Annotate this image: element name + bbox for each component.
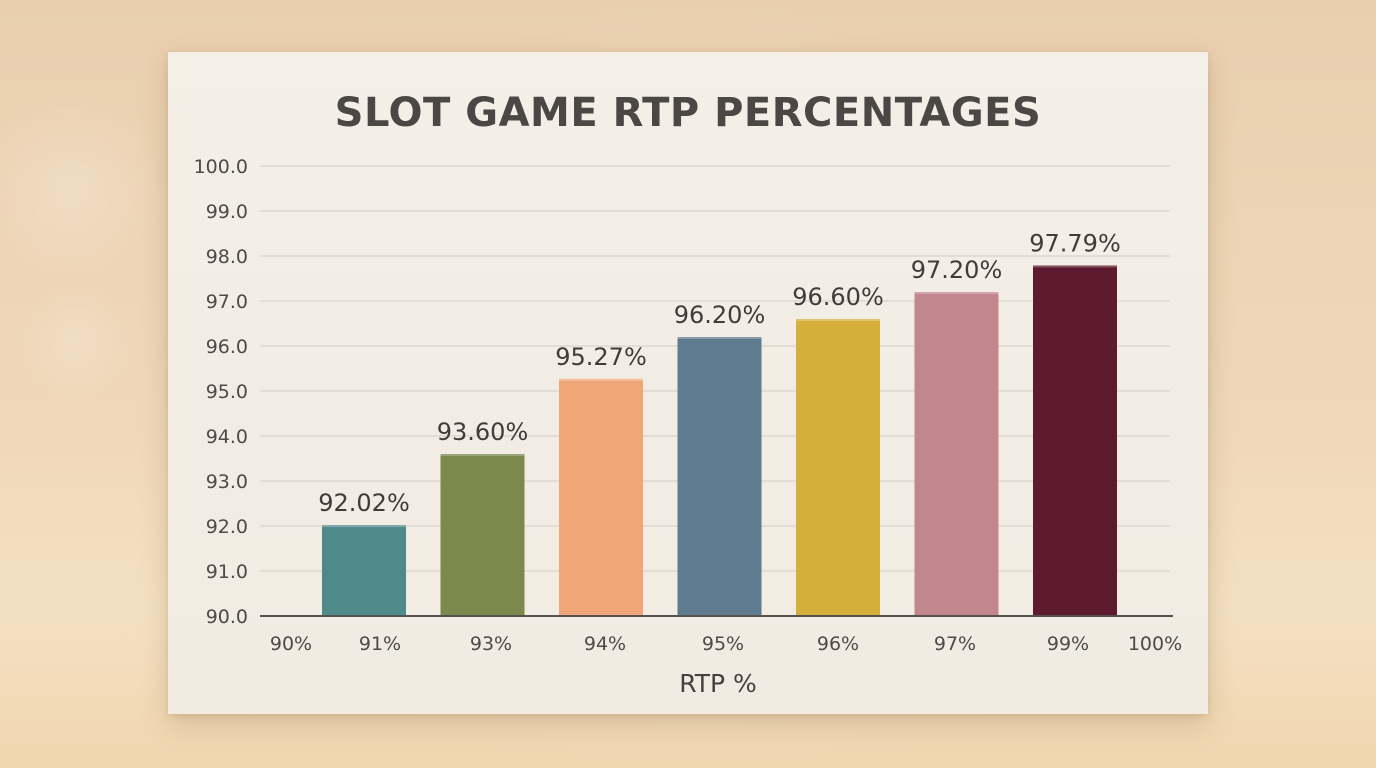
bars bbox=[322, 265, 1117, 616]
x-tick-label: 96% bbox=[817, 633, 859, 655]
bar-highlight bbox=[677, 337, 762, 339]
y-tick-label: 97.0 bbox=[206, 291, 248, 313]
bar bbox=[1033, 265, 1117, 616]
data-label: 97.79% bbox=[1029, 229, 1121, 257]
bar-chart: SLOT GAME RTP PERCENTAGES 90.0 91.0 92.0 93… bbox=[194, 90, 1183, 698]
y-axis-ticks: 90.0 91.0 92.0 93.0 94.0 95.0 96.0 97.0 98.0 99.0… bbox=[194, 156, 248, 628]
bar-highlight bbox=[322, 525, 406, 528]
x-tick-label: 91% bbox=[359, 633, 401, 655]
y-tick-label: 100.0 bbox=[194, 156, 248, 178]
x-tick-label: 97% bbox=[934, 633, 976, 655]
bar bbox=[677, 337, 762, 616]
y-tick-label: 90.0 bbox=[206, 606, 248, 628]
data-labels: 92.02% 93.60% 95.27% 96.20% 96.60% 97.20% 97.7… bbox=[318, 229, 1121, 517]
y-tick-label: 91.0 bbox=[206, 561, 248, 583]
x-tick-label: 93% bbox=[470, 633, 512, 655]
y-tick-label: 94.0 bbox=[206, 426, 248, 448]
y-tick-label: 92.0 bbox=[206, 516, 248, 538]
data-label: 97.20% bbox=[911, 256, 1003, 284]
bar bbox=[559, 378, 643, 616]
x-tick-label: 95% bbox=[702, 633, 744, 655]
x-tick-label: 94% bbox=[584, 633, 626, 655]
y-tick-label: 95.0 bbox=[206, 381, 248, 403]
bar-highlight bbox=[1033, 265, 1117, 268]
y-tick-label: 93.0 bbox=[206, 471, 248, 493]
y-tick-label: 96.0 bbox=[206, 336, 248, 358]
bar-highlight bbox=[440, 454, 525, 456]
bar-highlight bbox=[559, 378, 643, 381]
chart-card: SLOT GAME RTP PERCENTAGES 90.0 91.0 92.0 93… bbox=[168, 52, 1208, 714]
bar bbox=[914, 292, 999, 616]
bar-highlight bbox=[914, 292, 999, 294]
bar-highlight bbox=[796, 319, 880, 321]
bar bbox=[796, 319, 880, 616]
bar bbox=[440, 454, 525, 616]
chart-title: SLOT GAME RTP PERCENTAGES bbox=[335, 90, 1042, 136]
x-axis-ticks: 90% 91% 93% 94% 95% 96% 97% 99% 100% bbox=[270, 633, 1182, 655]
data-label: 95.27% bbox=[555, 343, 647, 371]
y-tick-label: 99.0 bbox=[206, 201, 248, 223]
y-tick-label: 98.0 bbox=[206, 246, 248, 268]
data-label: 93.60% bbox=[437, 418, 529, 446]
data-label: 96.60% bbox=[792, 283, 884, 311]
bar bbox=[322, 525, 406, 616]
data-label: 92.02% bbox=[318, 489, 410, 517]
x-tick-label: 100% bbox=[1128, 633, 1182, 655]
x-axis-label: RTP % bbox=[679, 669, 757, 698]
data-label: 96.20% bbox=[674, 301, 766, 329]
x-tick-label: 99% bbox=[1047, 633, 1089, 655]
x-tick-label: 90% bbox=[270, 633, 312, 655]
